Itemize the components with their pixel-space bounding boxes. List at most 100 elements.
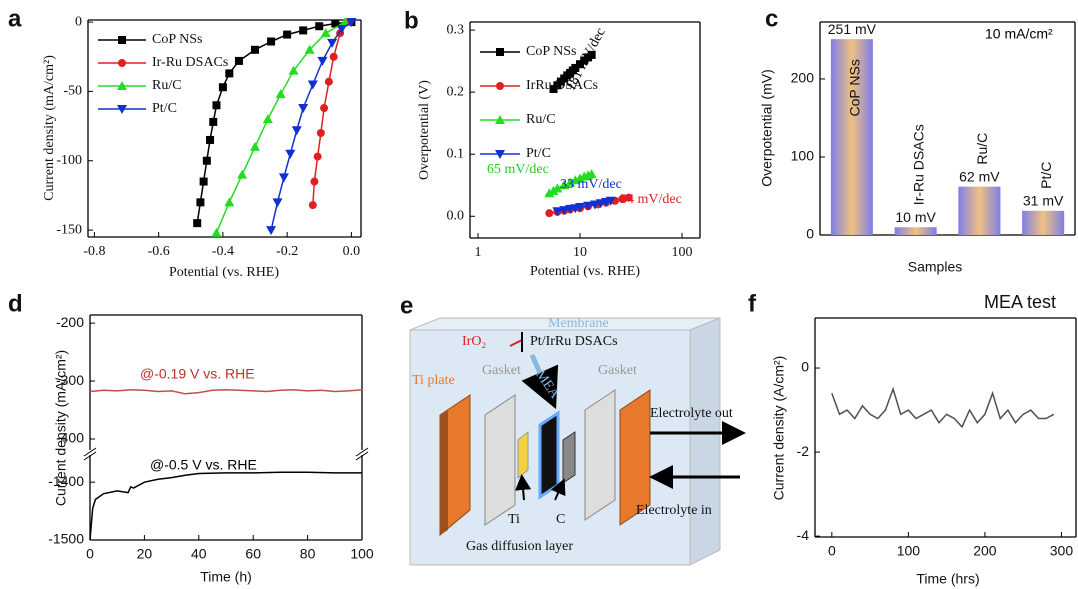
series-line bbox=[215, 21, 346, 234]
marker bbox=[324, 77, 333, 86]
marker bbox=[251, 45, 260, 54]
label: Gasket bbox=[598, 363, 637, 378]
x-tick-label: -0.2 bbox=[276, 244, 298, 259]
label: Pt/IrRu DSACs bbox=[530, 334, 618, 349]
y-axis-label: Overpotential (mV) bbox=[759, 69, 775, 186]
legend-marker bbox=[118, 59, 126, 67]
marker bbox=[212, 101, 221, 110]
marker bbox=[346, 18, 357, 28]
label: C bbox=[556, 512, 565, 527]
annotation: 65 mV/dec bbox=[487, 162, 549, 177]
annotation: 10 mA/cm² bbox=[985, 26, 1053, 42]
y-axis-label: Overpotential (V) bbox=[417, 80, 432, 180]
arrow-ti bbox=[515, 474, 532, 501]
legend-marker bbox=[495, 115, 505, 124]
marker bbox=[552, 207, 563, 217]
marker bbox=[291, 126, 302, 136]
marker bbox=[320, 28, 331, 38]
marker bbox=[316, 129, 325, 138]
marker bbox=[320, 104, 329, 113]
label: Membrane bbox=[548, 316, 609, 331]
x-tick-label: -0.4 bbox=[212, 244, 234, 259]
marker bbox=[285, 149, 296, 159]
marker bbox=[262, 114, 273, 124]
marker bbox=[605, 196, 616, 206]
x-tick-label: -0.6 bbox=[148, 244, 170, 259]
marker bbox=[618, 194, 627, 203]
marker bbox=[202, 156, 211, 165]
category-label: Pt/C bbox=[1038, 162, 1054, 189]
x-axis-label: Potential (vs. RHE) bbox=[169, 265, 279, 280]
marker bbox=[218, 83, 227, 92]
membrane bbox=[538, 410, 560, 500]
legend-label: CoP NSs bbox=[526, 44, 576, 59]
marker bbox=[559, 206, 570, 216]
y-tick-label: -1400 bbox=[48, 473, 84, 489]
marker bbox=[571, 63, 580, 72]
marker bbox=[315, 22, 324, 31]
legend-label: Ru/C bbox=[152, 78, 182, 93]
gdl-ti bbox=[517, 430, 529, 480]
y-axis-label: Current density (mA/cm²) bbox=[53, 350, 69, 506]
panel: -200 -300 -400 d Current density (mA/cm²) @-0… bbox=[8, 290, 363, 506]
series-line bbox=[196, 21, 352, 224]
legend-label: IrRu DSACs bbox=[526, 78, 598, 93]
panel-label: d bbox=[8, 290, 23, 317]
x-tick-label: 100 bbox=[897, 543, 921, 559]
y-tick-label: -200 bbox=[56, 314, 84, 330]
panel-label: e bbox=[400, 292, 413, 319]
arrow-c bbox=[550, 478, 566, 501]
legend-label: Ru/C bbox=[526, 112, 556, 127]
marker bbox=[199, 177, 208, 186]
marker bbox=[339, 17, 350, 27]
panel-label: a bbox=[8, 5, 22, 32]
marker bbox=[552, 183, 563, 193]
marker bbox=[288, 65, 299, 75]
marker bbox=[583, 201, 594, 211]
label: Gasket bbox=[482, 363, 521, 378]
annotation: @-0.5 V vs. RHE bbox=[150, 457, 257, 473]
x-axis-label: Time (h) bbox=[200, 569, 252, 585]
y-tick-label: -100 bbox=[56, 153, 82, 168]
marker bbox=[307, 80, 318, 90]
marker bbox=[299, 26, 308, 35]
legend-marker bbox=[496, 82, 504, 90]
marker bbox=[545, 209, 554, 218]
y-tick-label: 100 bbox=[791, 148, 815, 164]
annotation: 34 mV/dec bbox=[620, 192, 682, 207]
marker bbox=[331, 19, 340, 28]
marker bbox=[209, 117, 218, 126]
legend-label: Pt/C bbox=[526, 146, 551, 161]
y-tick-label: 0.2 bbox=[447, 84, 465, 99]
series-line bbox=[831, 386, 1055, 429]
marker bbox=[304, 44, 315, 54]
series-line bbox=[89, 471, 362, 541]
marker bbox=[225, 69, 234, 78]
x-tick-label: 40 bbox=[191, 546, 207, 562]
x-tick-label: 80 bbox=[300, 546, 316, 562]
legend-marker bbox=[117, 81, 127, 90]
break-mark bbox=[83, 447, 97, 457]
value-label: 251 mV bbox=[828, 21, 877, 37]
y-axis-label: Current density (A/cm²) bbox=[771, 356, 787, 501]
series-line bbox=[312, 21, 349, 206]
label: Gas diffusion layer bbox=[466, 539, 573, 554]
panel: 0 100 200 c Overpotential (mV) Samples 251 mV C… bbox=[759, 5, 1076, 275]
marker bbox=[298, 104, 309, 114]
marker bbox=[544, 188, 555, 198]
marker bbox=[586, 169, 597, 179]
break-mark bbox=[355, 447, 369, 457]
ti-plate-edge bbox=[440, 410, 448, 535]
marker bbox=[327, 38, 338, 48]
category-label: CoP NSs bbox=[847, 59, 863, 116]
box-side bbox=[689, 317, 721, 566]
panel: 0 -2 -4 0 100 200 300 f Current density (A/cm²) T… bbox=[748, 290, 1077, 587]
marker bbox=[587, 50, 596, 59]
iro2-line bbox=[509, 339, 523, 347]
x-axis-label: Time (hrs) bbox=[916, 571, 979, 587]
gdl-c bbox=[562, 431, 576, 484]
legend-label: Pt/C bbox=[152, 101, 177, 116]
y-tick-label: 0.1 bbox=[447, 146, 465, 161]
x-tick-label: 20 bbox=[137, 546, 153, 562]
marker bbox=[234, 56, 243, 65]
